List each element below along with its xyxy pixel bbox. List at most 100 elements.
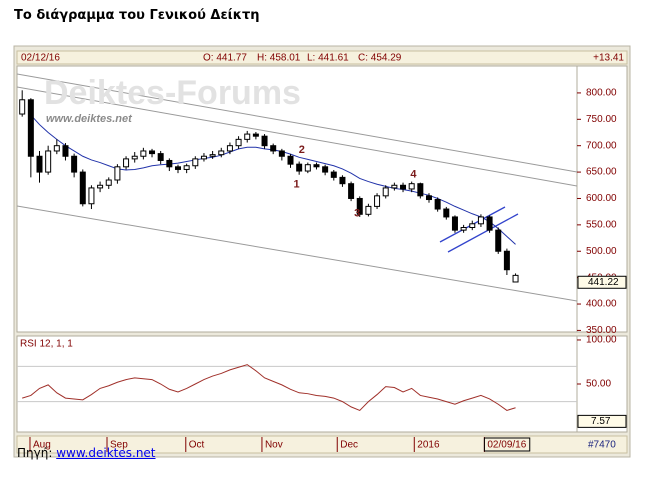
y-tick-label: 800.00 [586, 88, 617, 99]
candle-body [226, 145, 233, 152]
y-tick-label: 50.00 [586, 379, 611, 390]
candle-body [140, 150, 147, 157]
y-tick-label: 350.00 [586, 325, 617, 336]
candle-body [512, 274, 519, 283]
y-tick-label: 700.00 [586, 140, 617, 151]
candle-body [339, 176, 346, 185]
candle-body [425, 195, 432, 201]
candle-body [443, 208, 450, 218]
x-axis-bar [16, 435, 628, 454]
candle-body [486, 216, 493, 231]
candle-body [27, 99, 34, 157]
annotation: 4 [410, 169, 417, 181]
header-date: 02/12/16 [21, 53, 60, 64]
candle-body [79, 171, 86, 205]
x-tick-box [483, 437, 531, 452]
candle-body [19, 99, 26, 115]
candle-body [53, 145, 60, 152]
candle-body [97, 184, 104, 189]
trendline [17, 205, 577, 302]
x-tick-label: Aug [33, 440, 51, 451]
candle-body [235, 138, 242, 147]
candle-body [166, 159, 173, 168]
y-tick-label: 400.00 [586, 299, 617, 310]
y-tick-label: 100.00 [586, 335, 617, 346]
x-tick-label: Nov [265, 440, 283, 451]
x-tick-label: 2016 [417, 440, 440, 451]
header-bar [16, 50, 628, 65]
candle-body [348, 183, 355, 199]
trendline [17, 73, 577, 173]
candle-body [451, 216, 458, 231]
candle-body [495, 229, 502, 252]
candle-body [183, 165, 190, 170]
rsi-current-box [577, 414, 627, 428]
main-panel [16, 65, 628, 333]
candle-body [356, 197, 363, 215]
candle-body [131, 155, 138, 160]
annotation: 3 [354, 208, 360, 220]
x-tick-label: Oct [189, 440, 205, 451]
header-open: O: 441.77 [203, 53, 247, 64]
candle-body [114, 166, 121, 181]
current-price-box [577, 275, 627, 289]
candle-body [296, 163, 303, 172]
candle-body [408, 183, 415, 190]
candle-body [503, 250, 510, 271]
watermark-url: www.deiktes.net [46, 113, 133, 125]
header-low: L: 441.61 [307, 53, 349, 64]
y-tick-label: 550.00 [586, 220, 617, 231]
x-tick-label: Dec [340, 440, 358, 451]
rsi-line [22, 364, 516, 412]
candle-body [382, 187, 389, 197]
trendline [447, 213, 519, 253]
page-title: Το διάγραμμα του Γενικού Δείκτη [14, 8, 260, 23]
candle-body [261, 135, 268, 147]
candle-body [374, 195, 381, 207]
rsi-title: RSI 12, 1, 1 [20, 339, 73, 350]
candle-body [71, 155, 78, 173]
candle-body [400, 184, 407, 190]
candle-body [391, 184, 398, 189]
footer: Πηγή: www.deiktes.net [17, 446, 156, 460]
candle-body [322, 166, 329, 173]
trendline [17, 86, 577, 187]
source-label: Πηγή: [17, 446, 53, 460]
candle-body [149, 150, 156, 155]
candle-body [157, 153, 164, 161]
annotation: 2 [299, 144, 305, 156]
candle-body [192, 158, 199, 167]
y-tick-label: 500.00 [586, 246, 617, 257]
candle-body [209, 154, 216, 157]
candle-body [252, 133, 259, 137]
candle-body [105, 179, 112, 186]
x-tick-label: 02/09/16 [487, 440, 526, 451]
bar-count-label: #7470 [588, 440, 616, 451]
annotation: 1 [294, 179, 300, 191]
source-link[interactable]: www.deiktes.net [56, 446, 156, 460]
candle-body [45, 150, 52, 173]
candle-body [417, 183, 424, 197]
candle-body [330, 171, 337, 178]
candle-body [270, 145, 277, 152]
rsi-panel [16, 335, 628, 433]
rsi-plot [17, 364, 577, 412]
candle-body [88, 187, 95, 205]
candle-body [287, 155, 294, 165]
header-change: +13.41 [593, 53, 624, 64]
candle-body [278, 150, 285, 157]
candle-body [244, 133, 251, 140]
candle-body [434, 199, 441, 210]
header-close: C: 454.29 [358, 53, 402, 64]
y-tick-label: 600.00 [586, 193, 617, 204]
candle-body [218, 150, 225, 156]
rsi-current-label: 7.57 [591, 416, 611, 427]
candle-body [365, 205, 372, 215]
candle-body [200, 155, 207, 160]
candle-body [36, 155, 43, 173]
header-high: H: 458.01 [257, 53, 301, 64]
candle-body [174, 166, 181, 170]
y-tick-label: 650.00 [586, 167, 617, 178]
